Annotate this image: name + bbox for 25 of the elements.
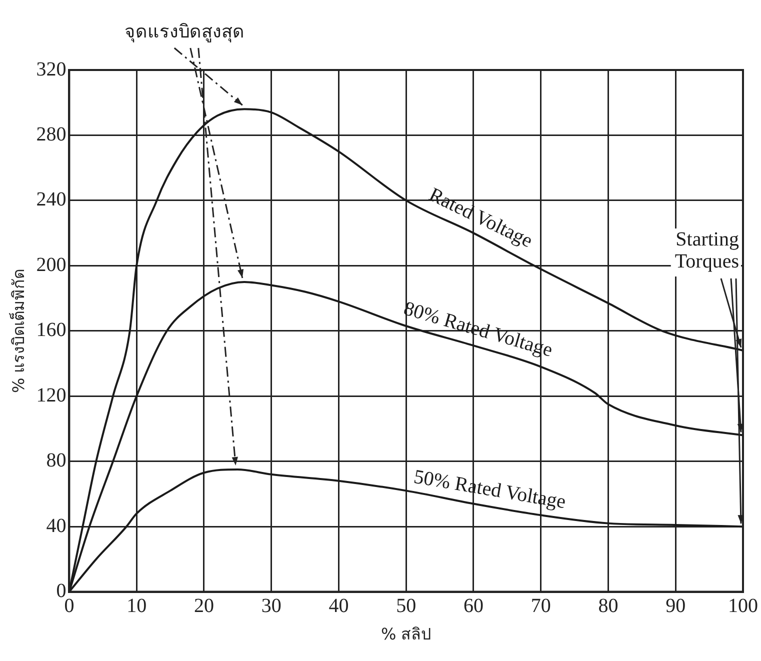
- x-tick-label: 80: [598, 595, 618, 618]
- y-tick-label: 280: [36, 123, 66, 146]
- x-tick-label: 100: [728, 595, 758, 618]
- x-tick-label: 40: [328, 595, 349, 618]
- x-tick-label: 30: [261, 595, 282, 618]
- x-tick-label: 70: [530, 595, 551, 618]
- annotation: Starting Torques: [674, 228, 740, 273]
- y-tick-label: 40: [46, 514, 66, 537]
- annotation: จุดแรงบิดสูงสุด: [124, 22, 244, 43]
- x-tick-label: 60: [463, 595, 484, 618]
- x-tick-label: 90: [666, 595, 686, 618]
- y-tick-label: 80: [46, 450, 66, 472]
- y-tick-label: 240: [36, 188, 66, 211]
- y-tick-label: 200: [36, 254, 66, 276]
- y-tick-label: 160: [36, 319, 66, 342]
- y-axis-title: % แรงบิดเต็มพิกัด: [8, 268, 28, 394]
- y-tick-label: 120: [36, 384, 66, 406]
- x-tick-label: 20: [194, 595, 214, 618]
- text: 50% Rated Voltage: [412, 466, 568, 514]
- x-tick-label: 10: [126, 595, 147, 618]
- y-tick-label: 0: [56, 580, 66, 602]
- text: 80% Rated Voltage: [401, 297, 556, 362]
- x-tick-label: 50: [396, 595, 416, 618]
- x-axis-title: % สลิป: [380, 624, 432, 644]
- y-tick-label: 320: [36, 58, 66, 80]
